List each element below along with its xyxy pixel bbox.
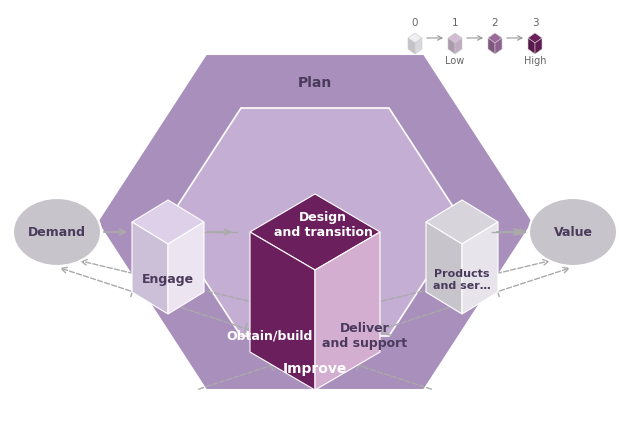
Polygon shape [408, 39, 415, 55]
Text: Engage: Engage [142, 273, 194, 286]
Ellipse shape [529, 199, 617, 266]
Polygon shape [488, 39, 495, 55]
Text: 3: 3 [532, 18, 538, 28]
Text: Plan: Plan [298, 76, 332, 90]
Polygon shape [132, 222, 168, 314]
Polygon shape [426, 200, 498, 244]
Polygon shape [167, 109, 463, 336]
Text: 2: 2 [491, 18, 498, 28]
Text: Low: Low [445, 56, 464, 66]
Polygon shape [455, 39, 462, 55]
Polygon shape [315, 233, 380, 390]
Text: Deliver
and support: Deliver and support [323, 321, 408, 349]
Text: Value: Value [554, 226, 592, 239]
Polygon shape [168, 222, 204, 314]
Polygon shape [495, 39, 502, 55]
Polygon shape [408, 34, 422, 44]
Polygon shape [250, 194, 380, 270]
Polygon shape [250, 233, 315, 390]
Text: Demand: Demand [28, 226, 86, 239]
Text: Obtain/build: Obtain/build [227, 329, 313, 342]
Text: High: High [524, 56, 546, 66]
Text: Improve: Improve [283, 361, 347, 375]
Ellipse shape [13, 199, 101, 266]
Polygon shape [535, 39, 542, 55]
Text: Products
and ser…: Products and ser… [433, 269, 491, 290]
Polygon shape [488, 34, 502, 44]
Polygon shape [448, 34, 462, 44]
Polygon shape [97, 55, 533, 390]
Text: Design
and transition: Design and transition [273, 211, 372, 239]
Polygon shape [462, 222, 498, 314]
Polygon shape [426, 222, 462, 314]
Text: 0: 0 [412, 18, 418, 28]
Polygon shape [448, 39, 455, 55]
Polygon shape [132, 200, 204, 244]
Polygon shape [415, 39, 422, 55]
Polygon shape [528, 34, 542, 44]
Polygon shape [528, 39, 535, 55]
Text: 1: 1 [452, 18, 458, 28]
